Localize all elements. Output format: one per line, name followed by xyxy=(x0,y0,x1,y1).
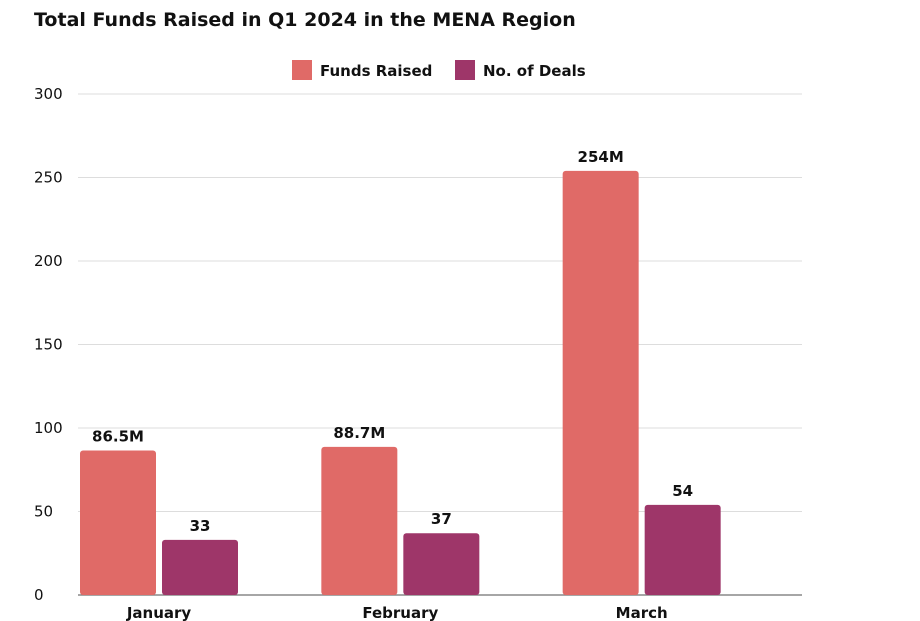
x-category-label: March xyxy=(616,604,668,621)
bar-no-of-deals-january xyxy=(162,539,238,595)
y-tick-label: 50 xyxy=(34,503,53,521)
bar-funds-raised-march xyxy=(562,170,639,595)
data-label: 86.5M xyxy=(92,428,144,446)
data-label: 88.7M xyxy=(333,424,385,442)
data-labels: 86.5M 33 88.7M 37 254M 54 xyxy=(92,148,693,535)
bar-no-of-deals-february xyxy=(403,533,480,595)
data-label: 254M xyxy=(578,148,624,166)
x-category-label: February xyxy=(362,604,438,621)
x-category-label: January xyxy=(126,604,192,621)
y-tick-label: 250 xyxy=(34,169,63,187)
data-label: 33 xyxy=(190,517,211,535)
x-axis-categories: January February March xyxy=(126,604,668,621)
bar-no-of-deals-march xyxy=(644,504,721,595)
legend-label: No. of Deals xyxy=(483,62,586,80)
y-tick-label: 100 xyxy=(34,419,63,437)
data-label: 54 xyxy=(672,482,693,500)
legend-swatch xyxy=(455,60,475,80)
chart-title: Total Funds Raised in Q1 2024 in the MEN… xyxy=(34,9,576,31)
y-tick-label: 300 xyxy=(34,85,63,103)
y-tick-label: 0 xyxy=(34,586,44,604)
legend-swatch xyxy=(292,60,312,80)
y-axis-ticks: 0 50 100 150 200 250 300 xyxy=(34,85,63,604)
y-tick-label: 200 xyxy=(34,252,63,270)
legend-label: Funds Raised xyxy=(320,62,432,80)
legend: Funds Raised No. of Deals xyxy=(292,60,586,80)
bars xyxy=(80,170,721,595)
data-label: 37 xyxy=(431,510,452,528)
y-tick-label: 150 xyxy=(34,336,63,354)
bar-funds-raised-january xyxy=(80,450,156,595)
bar-funds-raised-february xyxy=(321,446,398,595)
